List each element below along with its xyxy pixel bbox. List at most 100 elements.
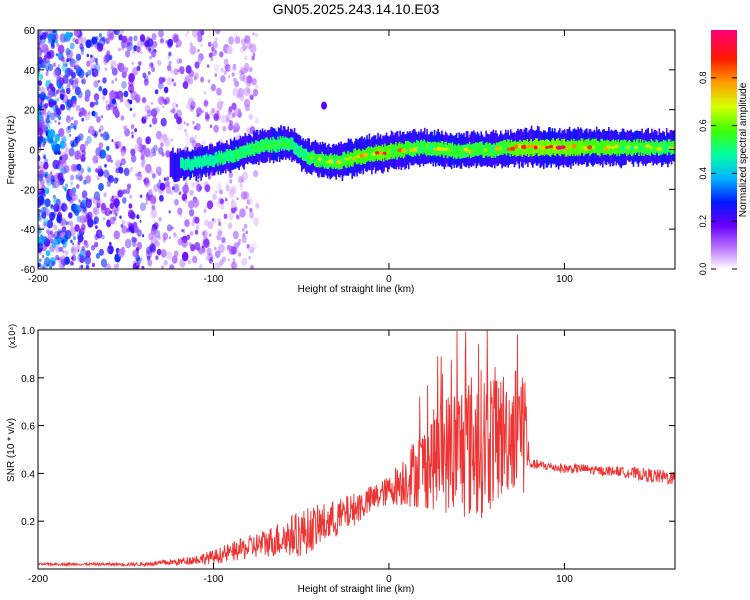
noise-speckle [221,256,226,263]
noise-speckle [122,146,126,151]
noise-speckle [38,66,41,73]
noise-speckle [107,245,114,255]
noise-speckle [60,154,67,164]
signal-band [536,138,538,154]
noise-speckle [38,173,44,182]
noise-speckle [227,222,233,229]
noise-speckle [183,121,186,125]
noise-speckle [102,77,107,84]
noise-speckle [98,182,104,192]
signal-band [341,155,343,170]
noise-speckle [98,32,103,38]
noise-speckle [71,256,74,261]
signal-peak [592,145,596,150]
noise-speckle [232,64,237,71]
noise-speckle [119,215,122,219]
noise-speckle [39,111,42,115]
noise-speckle [93,102,96,106]
noise-speckle [126,41,133,52]
signal-band [294,142,296,155]
signal-peak [455,149,462,155]
noise-speckle [157,59,162,66]
signal-peak [463,147,469,152]
noise-speckle [92,155,99,164]
noise-speckle [38,224,41,230]
noise-speckle [174,198,179,206]
noise-speckle [48,83,53,89]
signal-peak [540,146,546,150]
noise-speckle [42,221,47,229]
noise-speckle [46,219,54,229]
noise-speckle [128,84,135,93]
signal-band [289,137,292,150]
signal-peak [499,146,503,151]
noise-speckle [154,89,159,95]
noise-speckle [48,63,54,72]
noise-speckle [57,76,63,84]
noise-speckle [228,36,235,45]
noise-speckle [106,180,112,187]
noise-speckle [171,186,175,191]
noise-speckle [95,168,99,173]
noise-speckle [108,32,115,41]
noise-speckle [38,229,41,236]
noise-speckle [114,110,120,118]
noise-speckle [106,145,110,151]
signal-band [272,136,274,150]
signal-band [521,142,524,157]
noise-speckle [243,191,250,200]
signal-band [247,144,250,157]
noise-speckle [55,39,58,44]
noise-speckle [194,72,199,80]
noise-speckle [80,70,85,76]
noise-speckle [53,203,60,212]
noise-speckle [43,221,47,227]
noise-speckle [97,197,101,202]
noise-speckle [119,97,124,103]
noise-speckle [136,172,143,181]
noise-speckle [60,56,65,62]
signal-band [213,155,215,168]
noise-speckle [216,201,221,208]
noise-speckle [239,72,246,82]
signal-peak [656,147,663,151]
noise-speckle [210,43,215,49]
noise-speckle [71,142,75,148]
noise-speckle [96,116,101,123]
noise-speckle [190,101,196,110]
noise-speckle [228,123,234,131]
noise-speckle [62,185,65,189]
signal-band [276,140,278,153]
noise-speckle [53,179,60,189]
signal-peak [587,145,593,150]
noise-speckle [81,78,86,85]
noise-speckle [158,179,161,183]
noise-speckle [105,99,109,104]
noise-speckle [152,173,156,179]
signal-band [591,138,594,153]
noise-speckle [214,250,221,259]
noise-speckle [150,195,157,205]
noise-speckle [220,198,225,205]
noise-speckle [53,224,58,231]
noise-speckle [75,104,81,112]
noise-speckle [128,203,133,209]
noise-speckle [150,101,153,105]
noise-speckle [109,90,116,100]
noise-speckle [221,236,226,244]
signal-band [602,141,605,156]
noise-speckle [62,178,65,182]
noise-speckle [58,77,65,86]
noise-speckle [212,193,217,201]
noise-speckle [38,161,45,171]
noise-speckle [103,54,110,64]
noise-speckle [230,200,237,209]
noise-speckle [89,101,95,108]
colorbar-tick-label: 0.2 [698,215,708,228]
noise-speckle [229,187,235,195]
noise-speckle [190,244,196,252]
noise-speckle [91,68,94,72]
noise-speckle [152,151,157,157]
noise-speckle [49,211,56,221]
noise-speckle [202,248,206,254]
